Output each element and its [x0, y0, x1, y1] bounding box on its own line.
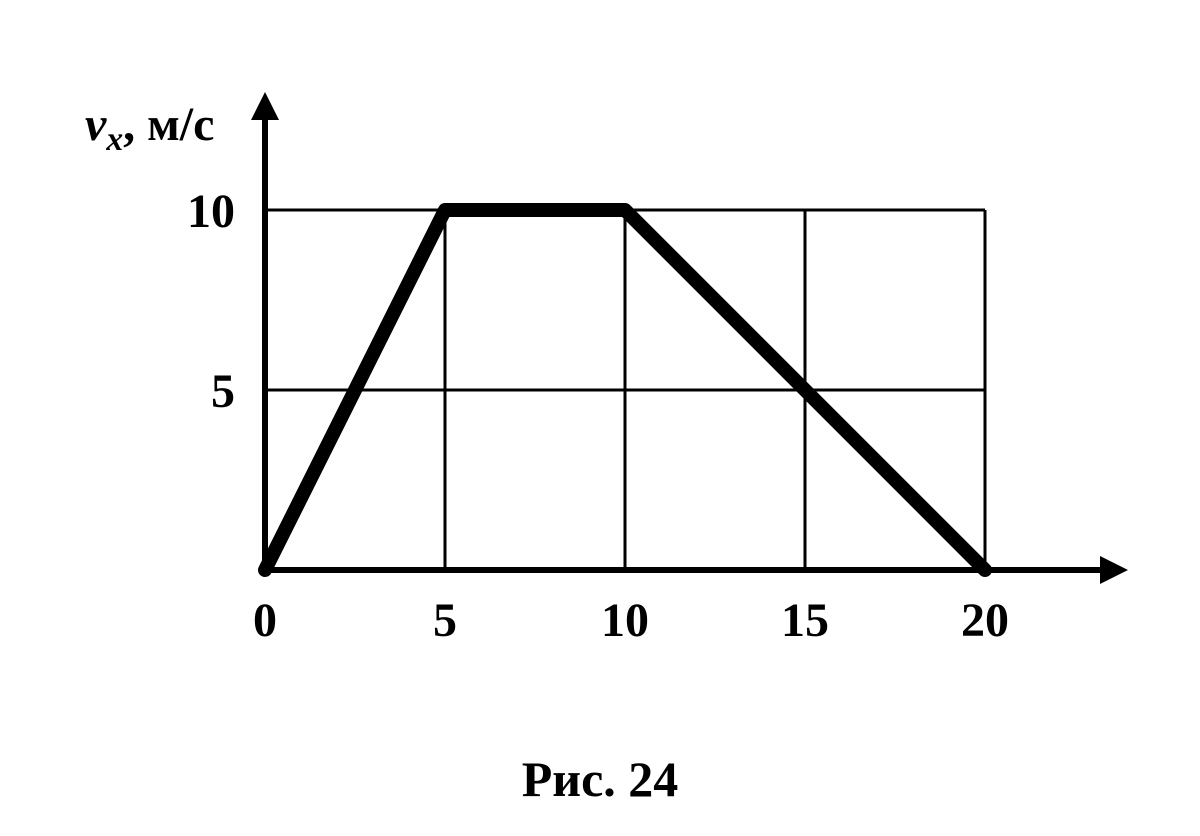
svg-text:5: 5 — [433, 594, 457, 647]
chart-container: 51005101520vx, м/сt, с — [60, 30, 1140, 800]
svg-text:vx, м/с: vx, м/с — [85, 98, 214, 158]
svg-text:5: 5 — [211, 365, 235, 418]
svg-text:0: 0 — [253, 594, 277, 647]
caption-text: Рис. 24 — [522, 751, 679, 807]
svg-text:10: 10 — [601, 594, 649, 647]
figure-caption: Рис. 24 — [0, 750, 1200, 808]
svg-text:10: 10 — [187, 185, 235, 238]
svg-text:15: 15 — [781, 594, 829, 647]
svg-text:20: 20 — [961, 594, 1009, 647]
chart-svg: 51005101520vx, м/сt, с — [60, 30, 1140, 690]
